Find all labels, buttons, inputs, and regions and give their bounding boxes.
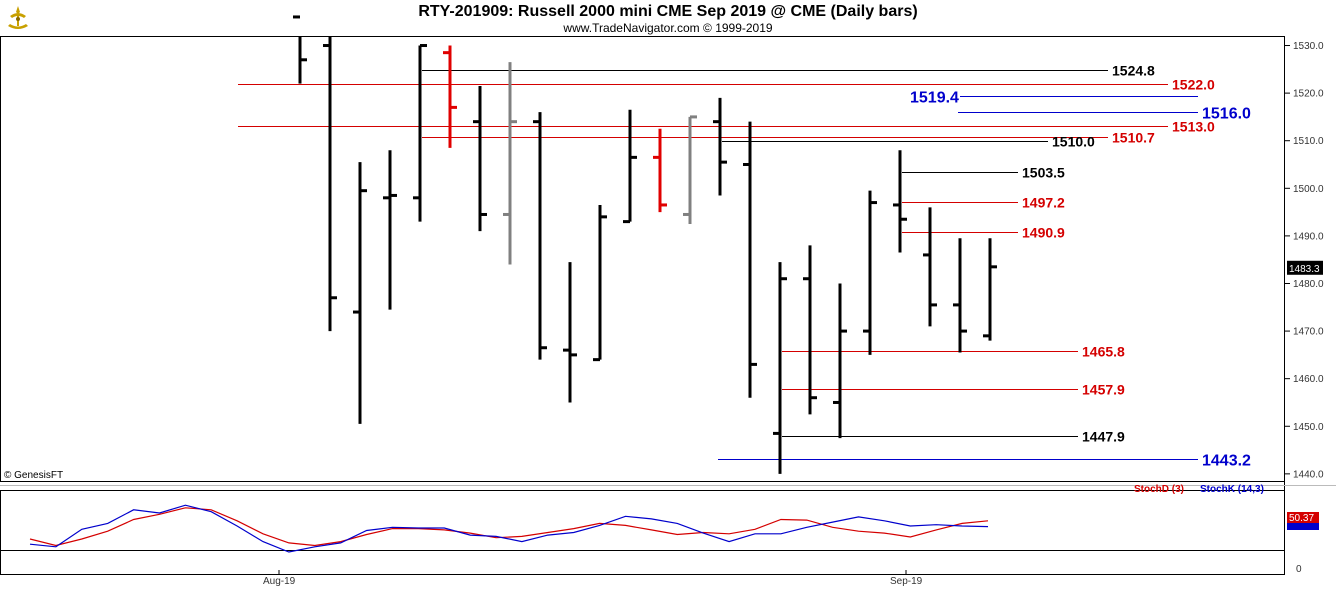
level-label: 1510.7	[1112, 130, 1155, 146]
ohlc-bar	[923, 207, 937, 327]
ohlc-bar	[863, 190, 877, 355]
level-label: 1524.8	[1112, 63, 1155, 79]
level-label: 1510.0	[1052, 134, 1095, 150]
chart-subtitle: www.TradeNavigator.com © 1999-2019	[563, 21, 773, 35]
level-label: 1519.4	[910, 89, 959, 106]
price-tick-label: 1480.0	[1293, 279, 1324, 290]
last-price-label: 1483.3	[1289, 264, 1320, 275]
price-tick-label: 1440.0	[1293, 469, 1324, 480]
stoch-d-value-box	[1287, 512, 1319, 523]
level-label: 1457.9	[1082, 382, 1125, 398]
ohlc-bar	[503, 62, 517, 265]
stoch-value-label: 50.37	[1289, 513, 1314, 524]
price-tick-label: 1450.0	[1293, 422, 1324, 433]
title-bar: RTY-201909: Russell 2000 mini CME Sep 20…	[0, 0, 1336, 36]
stoch-panel-frame	[0, 490, 1285, 575]
level-label: 1522.0	[1172, 77, 1215, 93]
price-panel-frame	[0, 36, 1285, 482]
chart-title: RTY-201909: Russell 2000 mini CME Sep 20…	[418, 3, 918, 20]
ohlc-bar	[533, 112, 547, 360]
ohlc-bar	[833, 283, 847, 439]
level-label: 1490.9	[1022, 225, 1065, 241]
ohlc-bar	[293, 15, 307, 84]
ohlc-bar	[593, 204, 607, 362]
ohlc-bar	[443, 45, 457, 148]
price-tick-label: 1490.0	[1293, 231, 1324, 242]
ohlc-bar	[683, 115, 697, 224]
price-tick-label: 1520.0	[1293, 89, 1324, 100]
ohlc-bar	[953, 238, 967, 353]
level-label: 1465.8	[1082, 344, 1125, 360]
ohlc-bar	[383, 150, 397, 310]
ohlc-bar	[653, 128, 667, 213]
stoch-zero-label: 0	[1296, 564, 1302, 575]
level-label: 1447.9	[1082, 429, 1125, 445]
ohlc-bars	[293, 15, 997, 474]
price-tick-label: 1470.0	[1293, 327, 1324, 338]
stoch-k-line	[29, 504, 989, 553]
ohlc-bar	[563, 262, 577, 403]
price-tick-label: 1510.0	[1293, 136, 1324, 147]
level-label: 1443.2	[1202, 452, 1251, 469]
ohlc-bar	[713, 97, 727, 196]
copyright-label: © GenesisFT	[4, 470, 63, 481]
date-tick-label: Sep-19	[890, 576, 923, 587]
genesis-logo-icon	[4, 4, 32, 37]
stoch-legend-label: StochD (3)	[1134, 484, 1184, 495]
ohlc-bar	[473, 85, 487, 232]
stoch-legend-label: StochK (14,3)	[1200, 484, 1264, 495]
level-label: 1513.0	[1172, 119, 1215, 135]
ohlc-bar	[983, 238, 997, 341]
level-label: 1503.5	[1022, 165, 1065, 181]
ohlc-bar	[893, 150, 907, 253]
ohlc-bar	[743, 121, 757, 398]
ohlc-bar	[353, 162, 367, 424]
stochastic-panel: StochD (3) StochK (14,3) 50.37 0	[29, 484, 1319, 575]
price-tick-label: 1460.0	[1293, 374, 1324, 385]
price-axis: 1530.0 1520.0 1510.0 1500.0 1490.0 1480.0 1470…	[1284, 41, 1324, 480]
level-label: 1516.0	[1202, 105, 1251, 122]
ohlc-bar	[803, 245, 817, 415]
stoch-k-value-box	[1287, 523, 1319, 530]
ohlc-bar	[773, 262, 787, 474]
ohlc-bar	[323, 36, 337, 332]
price-tick-label: 1530.0	[1293, 41, 1324, 52]
last-price-box	[1287, 260, 1323, 275]
stoch-d-line	[29, 507, 989, 547]
date-tick-label: Aug-19	[263, 576, 296, 587]
date-axis: Aug-19 Sep-19	[263, 570, 923, 587]
price-tick-label: 1500.0	[1293, 184, 1324, 195]
ohlc-bar	[623, 109, 637, 224]
ohlc-bar	[413, 44, 427, 222]
level-label: 1497.2	[1022, 195, 1065, 211]
